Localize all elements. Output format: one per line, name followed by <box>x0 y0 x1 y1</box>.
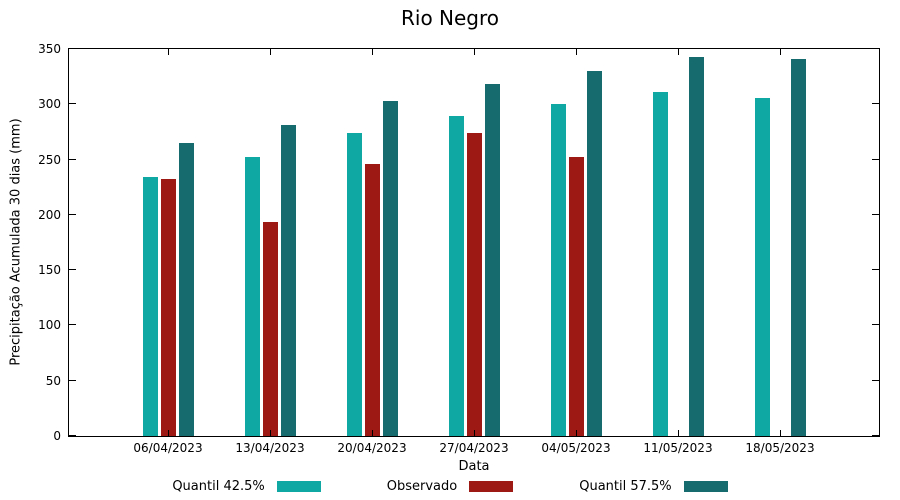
y-tick-mark <box>872 158 879 160</box>
legend-item: Observado <box>386 479 514 494</box>
legend-label: Quantil 57.5% <box>579 479 672 494</box>
y-tick-mark <box>69 213 76 215</box>
y-tick-mark <box>872 48 879 49</box>
y-tick-mark <box>872 324 879 326</box>
x-tick-mark <box>474 49 475 55</box>
y-tick-mark <box>872 103 879 105</box>
bar <box>160 179 176 436</box>
bar <box>568 157 584 436</box>
bar <box>244 157 260 436</box>
y-tick-mark <box>69 435 76 436</box>
bar <box>382 100 398 436</box>
x-tick-label: 27/04/2023 <box>439 441 509 455</box>
bar <box>586 71 602 436</box>
bar-group: 11/05/2023 <box>643 49 713 455</box>
bar <box>280 125 296 436</box>
bar <box>484 84 500 436</box>
x-axis-label: Data <box>458 459 490 474</box>
bar <box>754 97 770 436</box>
y-tick-label: 300 <box>38 97 61 112</box>
bar <box>448 116 464 436</box>
y-tick-mark <box>69 48 76 49</box>
y-tick-label: 200 <box>38 207 61 222</box>
x-tick-mark <box>474 430 475 436</box>
y-tick-mark <box>69 324 76 326</box>
y-tick-label: 0 <box>53 429 61 443</box>
x-tick-mark <box>780 49 781 55</box>
bar <box>688 56 704 436</box>
y-tick-label: 350 <box>38 42 61 56</box>
x-tick-mark <box>270 49 271 55</box>
y-tick-mark <box>872 435 879 436</box>
x-tick-mark <box>678 430 679 436</box>
y-tick-label: 250 <box>38 152 61 167</box>
bar <box>790 58 806 436</box>
x-tick-mark <box>372 49 373 55</box>
legend-label: Observado <box>386 479 458 494</box>
legend-swatch <box>276 481 321 492</box>
bar <box>466 133 482 436</box>
x-tick-mark <box>372 430 373 436</box>
y-tick-mark <box>69 269 76 271</box>
y-tick-mark <box>69 158 76 160</box>
x-tick-label: 13/04/2023 <box>235 441 305 455</box>
x-tick-label: 18/05/2023 <box>745 441 815 455</box>
bar <box>550 104 566 436</box>
legend-item: Quantil 57.5% <box>579 479 728 494</box>
x-tick-label: 20/04/2023 <box>337 441 407 455</box>
legend: Quantil 42.5% Observado Quantil 57.5% <box>0 479 900 494</box>
bar-group: 06/04/2023 <box>133 49 203 455</box>
bar-group: 04/05/2023 <box>541 49 611 455</box>
y-tick-label: 50 <box>45 373 61 388</box>
bar-group: 18/05/2023 <box>745 49 815 455</box>
y-tick-mark <box>69 103 76 105</box>
x-tick-mark <box>168 49 169 55</box>
x-tick-label: 04/05/2023 <box>541 441 611 455</box>
x-tick-mark <box>168 430 169 436</box>
x-tick-label: 11/05/2023 <box>643 441 713 455</box>
bar <box>346 133 362 436</box>
x-tick-mark <box>780 430 781 436</box>
y-axis-label: Precipitação Acumulada 30 dias (mm) <box>8 118 24 366</box>
legend-label: Quantil 42.5% <box>172 479 265 494</box>
x-tick-mark <box>270 430 271 436</box>
y-tick-label: 100 <box>38 318 61 333</box>
y-tick-label: 150 <box>38 263 61 278</box>
bar-group: 13/04/2023 <box>235 49 305 455</box>
chart-title: Rio Negro <box>400 6 500 30</box>
bar <box>178 143 194 436</box>
x-tick-mark <box>576 49 577 55</box>
plot-area: 06/04/2023 13/04/2023 20/04/2023 27/04/2023… <box>38 42 880 455</box>
x-tick-label: 06/04/2023 <box>133 441 203 455</box>
y-tick-mark <box>872 269 879 271</box>
x-tick-mark <box>576 430 577 436</box>
legend-item: Quantil 42.5% <box>172 479 321 494</box>
bar-groups: 06/04/2023 13/04/2023 20/04/2023 27/04/2023… <box>69 49 879 455</box>
y-tick-mark <box>872 379 879 381</box>
bar <box>652 92 668 436</box>
legend-swatch <box>469 481 514 492</box>
x-tick-mark <box>678 49 679 55</box>
bar <box>364 164 380 436</box>
y-tick-mark <box>872 213 879 215</box>
y-tick-mark <box>69 379 76 381</box>
bar-group: 27/04/2023 <box>439 49 509 455</box>
bar-group: 20/04/2023 <box>337 49 407 455</box>
bar <box>262 221 278 436</box>
legend-swatch <box>683 481 728 492</box>
bar <box>142 177 158 436</box>
